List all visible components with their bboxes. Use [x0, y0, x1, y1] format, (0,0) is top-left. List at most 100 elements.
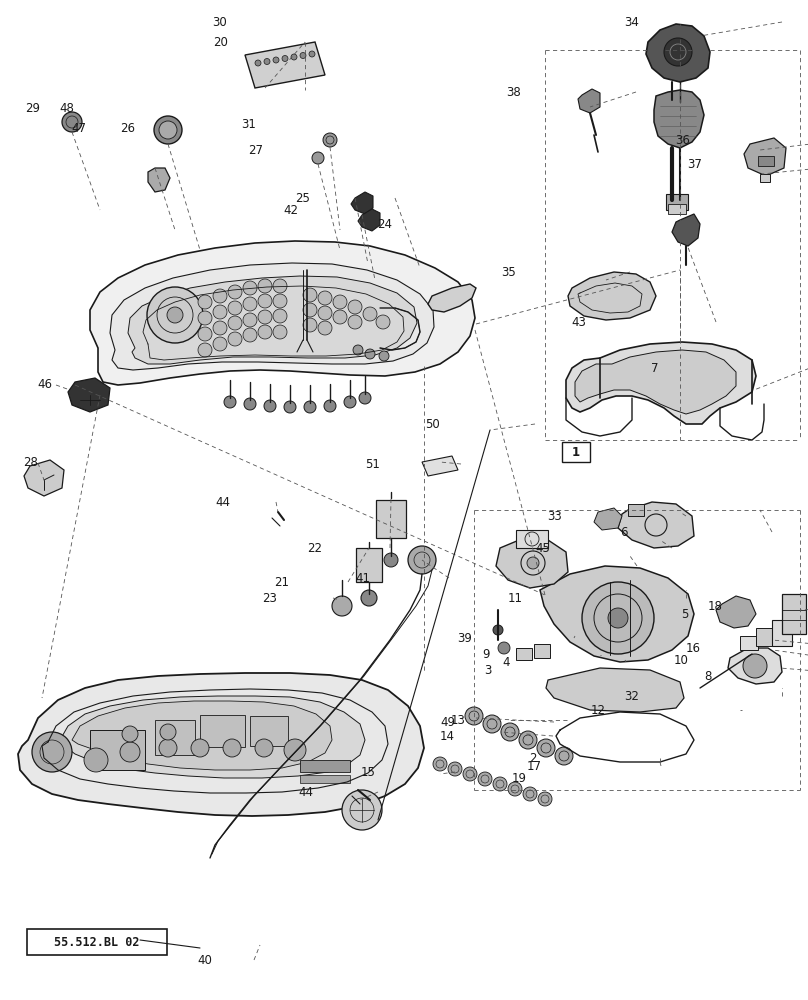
Text: 20: 20 [213, 36, 228, 49]
Circle shape [365, 349, 375, 359]
Circle shape [213, 337, 227, 351]
Circle shape [228, 301, 242, 315]
Circle shape [501, 723, 519, 741]
Circle shape [273, 279, 287, 293]
Circle shape [300, 52, 306, 58]
Bar [668, 204, 686, 214]
Text: 43: 43 [571, 316, 586, 328]
Text: 32: 32 [625, 690, 639, 702]
Text: 7: 7 [650, 361, 659, 374]
Text: 1: 1 [572, 446, 580, 458]
Polygon shape [546, 668, 684, 712]
Polygon shape [578, 89, 600, 113]
Polygon shape [148, 168, 170, 192]
Text: 28: 28 [23, 456, 38, 470]
Circle shape [243, 281, 257, 295]
Circle shape [213, 321, 227, 335]
Text: 4: 4 [502, 656, 510, 668]
Polygon shape [351, 192, 373, 214]
Circle shape [255, 739, 273, 757]
Text: 6: 6 [620, 526, 628, 538]
Bar [782, 594, 806, 634]
Text: 46: 46 [38, 378, 53, 391]
Circle shape [258, 310, 272, 324]
Text: 18: 18 [708, 599, 722, 612]
Circle shape [255, 60, 261, 66]
Polygon shape [672, 214, 700, 246]
Text: 24: 24 [377, 218, 392, 231]
Polygon shape [358, 209, 380, 231]
Circle shape [342, 790, 382, 830]
Circle shape [243, 328, 257, 342]
Circle shape [523, 787, 537, 801]
Circle shape [348, 315, 362, 329]
Polygon shape [24, 460, 64, 496]
Text: 19: 19 [511, 772, 526, 784]
Polygon shape [716, 596, 756, 628]
Text: 45: 45 [536, 542, 550, 554]
Circle shape [318, 291, 332, 305]
Circle shape [408, 546, 436, 574]
Polygon shape [60, 696, 365, 778]
Bar [740, 636, 758, 650]
Circle shape [379, 351, 389, 361]
Polygon shape [90, 241, 475, 385]
Text: 5: 5 [681, 607, 689, 620]
Circle shape [243, 313, 257, 327]
Polygon shape [72, 701, 332, 770]
Polygon shape [566, 342, 756, 424]
Circle shape [198, 343, 212, 357]
Circle shape [483, 715, 501, 733]
Polygon shape [568, 272, 656, 320]
Circle shape [284, 739, 306, 761]
Text: 16: 16 [686, 642, 701, 654]
Circle shape [359, 392, 371, 404]
Polygon shape [422, 456, 458, 476]
Circle shape [62, 112, 82, 132]
Bar [356, 548, 382, 582]
Circle shape [608, 608, 628, 628]
Circle shape [582, 582, 654, 654]
Bar [772, 620, 792, 646]
Text: 51: 51 [365, 458, 380, 471]
Text: 23: 23 [262, 591, 276, 604]
Circle shape [318, 306, 332, 320]
Bar [628, 504, 644, 516]
Circle shape [743, 654, 767, 678]
Bar [516, 648, 532, 660]
Circle shape [537, 739, 555, 757]
Circle shape [198, 327, 212, 341]
FancyBboxPatch shape [562, 442, 590, 462]
Text: 35: 35 [502, 265, 516, 278]
Circle shape [309, 51, 315, 57]
Circle shape [167, 307, 183, 323]
Polygon shape [128, 276, 417, 364]
Circle shape [223, 739, 241, 757]
Circle shape [527, 557, 539, 569]
Text: 10: 10 [674, 654, 688, 666]
Text: 40: 40 [198, 954, 213, 966]
Circle shape [493, 625, 503, 635]
Polygon shape [496, 538, 568, 588]
Text: 42: 42 [284, 204, 298, 217]
Circle shape [228, 285, 242, 299]
Circle shape [555, 747, 573, 765]
Circle shape [318, 321, 332, 335]
Circle shape [363, 307, 377, 321]
Circle shape [147, 287, 203, 343]
Circle shape [384, 553, 398, 567]
Bar [155, 720, 195, 755]
Polygon shape [428, 284, 476, 312]
Circle shape [32, 732, 72, 772]
Circle shape [273, 57, 279, 63]
Text: 3: 3 [484, 664, 492, 676]
Text: 9: 9 [482, 648, 490, 662]
Circle shape [264, 400, 276, 412]
Text: 38: 38 [507, 86, 521, 99]
Text: 50: 50 [425, 418, 440, 430]
Text: 55.512.BL 02: 55.512.BL 02 [54, 936, 140, 948]
Circle shape [243, 297, 257, 311]
Text: 26: 26 [120, 121, 135, 134]
Circle shape [258, 294, 272, 308]
Text: 29: 29 [25, 102, 40, 114]
